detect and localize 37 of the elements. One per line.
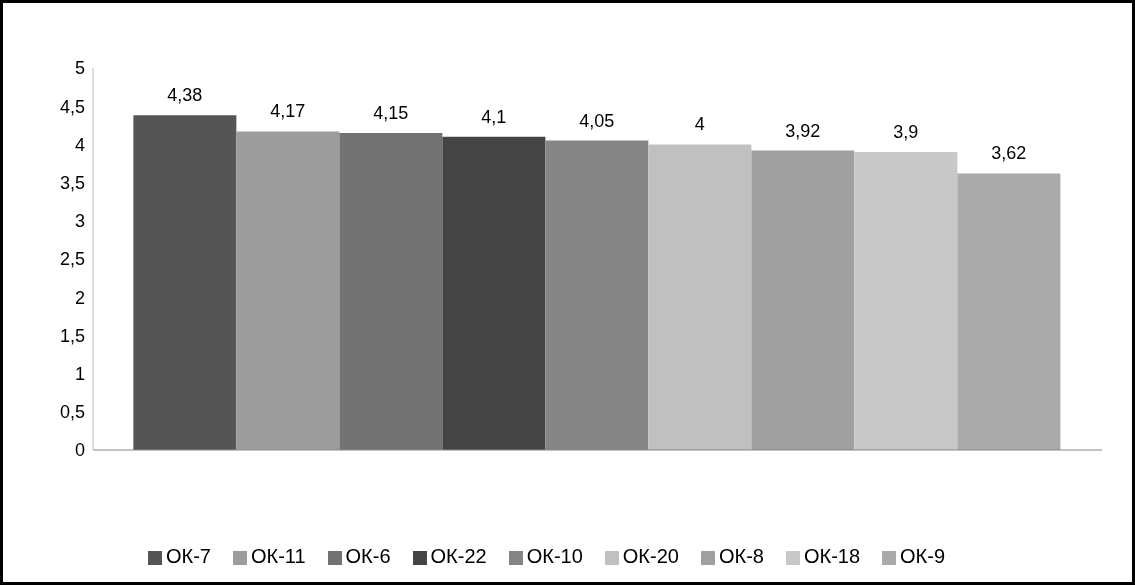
legend-label: ОК-8: [718, 545, 764, 567]
legend-label: ОК-9: [900, 545, 946, 567]
bar: [957, 173, 1061, 450]
bar: [442, 136, 546, 450]
y-tick-label: 2: [74, 287, 85, 308]
bar: [133, 115, 237, 450]
data-label: 4: [694, 114, 705, 135]
bar: [751, 150, 855, 450]
y-tick-label: 0: [74, 440, 85, 461]
data-label: 4,38: [167, 85, 203, 106]
y-tick-label: 4,5: [59, 96, 85, 117]
y-tick-label: 0,5: [59, 402, 85, 423]
y-tick-label: 1: [74, 363, 85, 384]
y-tick-label: 1,5: [59, 325, 85, 346]
bar: [854, 152, 958, 450]
y-tick-label: 3,5: [59, 172, 85, 193]
legend-label: ОК-10: [526, 545, 583, 567]
data-label: 4,15: [373, 102, 409, 123]
bar: [648, 144, 752, 450]
legend-label: ОК-20: [622, 545, 679, 567]
bar: [339, 132, 443, 450]
legend-label: ОК-6: [345, 545, 391, 567]
bar: [236, 131, 340, 450]
data-label: 4,05: [579, 110, 615, 131]
data-label: 3,9: [893, 122, 919, 143]
legend-label: ОК-18: [803, 545, 861, 567]
y-tick-label: 5: [74, 58, 85, 79]
data-label: 3,62: [991, 143, 1027, 164]
y-tick-label: 3: [74, 211, 85, 232]
data-label: 3,92: [785, 120, 821, 141]
legend-label: ОК-22: [430, 545, 487, 567]
data-label: 4,1: [481, 106, 507, 127]
legend-label: ОК-7: [165, 545, 211, 567]
y-tick-label: 4: [74, 134, 85, 155]
data-label: 4,17: [270, 101, 306, 122]
y-tick-label: 2,5: [59, 249, 85, 270]
legend-label: ОК-11: [250, 545, 306, 567]
